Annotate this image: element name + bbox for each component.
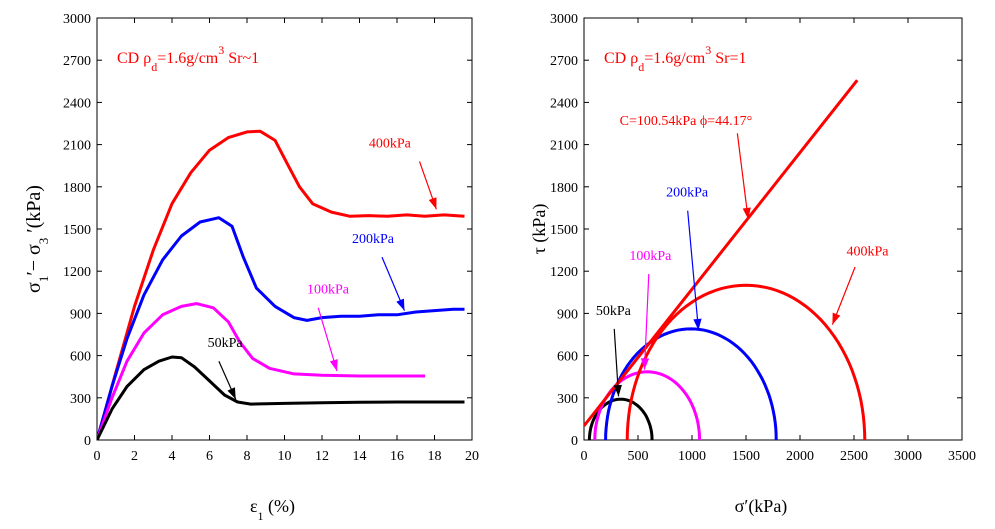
x-tick-label: 500 <box>628 449 649 464</box>
label-arrow <box>687 210 700 331</box>
mohr-circle-100kPa <box>593 370 702 440</box>
y-axis-title: τ (kPa) <box>529 204 550 255</box>
arrow-head <box>329 359 338 372</box>
x-tick-label: 0 <box>581 449 588 464</box>
x-tick-label: 12 <box>315 449 329 464</box>
plot-area <box>584 79 867 440</box>
y-tick-label: 600 <box>70 350 91 365</box>
y-tick-label: 600 <box>557 350 578 365</box>
test-condition-annotation: CD ρd=1.6g/cm3 Sr~1 <box>117 43 259 74</box>
series-line-50kPa <box>97 355 465 440</box>
stress-strain-panel: 0 2 4 6 8 10 12 14 16 18 20 0 300 600 900 1200 1500 1800 2… <box>23 12 479 523</box>
x-tick-label: 4 <box>169 449 176 464</box>
y-tick-label: 2100 <box>63 139 91 154</box>
series-label: 50kPa <box>596 304 632 319</box>
mohr-circle-200kPa <box>604 327 778 440</box>
x-tick-label: 8 <box>244 449 251 464</box>
series-label: 100kPa <box>307 283 350 298</box>
plot-frame <box>583 17 963 441</box>
failure-envelope <box>584 79 859 427</box>
mohr-circle-400kPa <box>625 283 867 440</box>
y-tick-label: 1500 <box>63 223 91 238</box>
x-tick-label: 20 <box>465 449 479 464</box>
y-tick-label: 1500 <box>550 223 578 238</box>
y-tick-label: 1800 <box>550 181 578 196</box>
arrow-head <box>396 298 405 311</box>
x-tick-label: 14 <box>353 449 367 464</box>
y-axis-title: σ1′− σ3 ′(kPa) <box>23 185 51 293</box>
x-tick-label: 10 <box>278 449 292 464</box>
series-line-100kPa <box>97 302 426 440</box>
y-tick-label: 2400 <box>550 96 578 111</box>
label-arrow <box>613 328 620 397</box>
x-tick-label: 16 <box>390 449 404 464</box>
series-label: 200kPa <box>666 186 709 201</box>
series-label: C=100.54kPa ϕ=44.17° <box>620 114 753 129</box>
x-axis-title: σ′(kPa) <box>735 496 788 517</box>
x-tick-label: 2000 <box>786 449 814 464</box>
plot-area <box>97 129 465 440</box>
arrow-head <box>742 207 751 220</box>
y-tick-label: 1200 <box>550 265 578 280</box>
y-tick-label: 1200 <box>63 265 91 280</box>
series-label: 50kPa <box>208 336 244 351</box>
x-tick-label: 1000 <box>678 449 706 464</box>
y-tick-label: 300 <box>557 392 578 407</box>
arrow-head <box>832 312 841 325</box>
series-label: 400kPa <box>846 245 889 260</box>
label-arrow <box>736 133 749 220</box>
mohr-circle-50kPa <box>587 397 654 440</box>
arrow-head <box>693 318 702 331</box>
test-condition-annotation: CD ρd=1.6g/cm3 Sr=1 <box>604 43 746 74</box>
y-tick-label: 2100 <box>550 139 578 154</box>
y-tick-label: 3000 <box>550 12 578 27</box>
y-tick-label: 2400 <box>63 96 91 111</box>
y-tick-label: 900 <box>70 307 91 322</box>
series-line-200kPa <box>97 216 465 440</box>
x-tick-label: 3000 <box>894 449 922 464</box>
y-tick-label: 300 <box>70 392 91 407</box>
arrow-head <box>640 358 650 370</box>
y-tick-label: 0 <box>571 434 578 449</box>
y-tick-label: 2700 <box>63 54 91 69</box>
x-tick-label: 1500 <box>732 449 760 464</box>
x-tick-label: 2500 <box>840 449 868 464</box>
y-tick-label: 2700 <box>550 54 578 69</box>
y-tick-label: 0 <box>84 434 91 449</box>
y-tick-label: 900 <box>557 307 578 322</box>
y-tick-label: 3000 <box>63 12 91 27</box>
label-arrow <box>643 273 650 370</box>
series-label: 100kPa <box>629 249 672 264</box>
series-label: 200kPa <box>352 232 395 247</box>
x-tick-label: 6 <box>206 449 213 464</box>
series-line-400kPa <box>97 129 465 440</box>
x-tick-label: 0 <box>94 449 101 464</box>
x-tick-label: 2 <box>131 449 138 464</box>
x-axis-title: ε1 (%) <box>250 496 295 523</box>
x-tick-label: 18 <box>428 449 442 464</box>
y-tick-label: 1800 <box>63 181 91 196</box>
series-label: 400kPa <box>369 136 412 151</box>
x-tick-label: 3500 <box>948 449 976 464</box>
arrow-head <box>227 387 236 400</box>
arrow-head <box>428 197 437 210</box>
arrow-head <box>613 384 622 397</box>
mohr-circle-panel: 0 500 1000 1500 2000 2500 3000 3500 0 300 600 900 12… <box>529 12 976 517</box>
